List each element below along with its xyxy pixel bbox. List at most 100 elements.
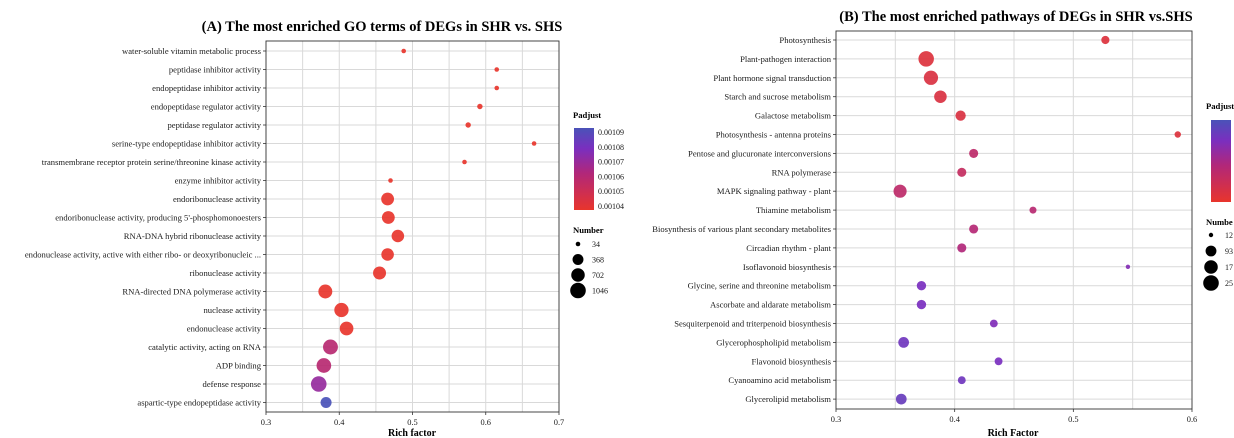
category-label: transmembrane receptor protein serine/th… bbox=[42, 157, 262, 167]
panel-a-title: (A) The most enriched GO terms of DEGs i… bbox=[202, 19, 563, 35]
category-label: endonuclease activity, active with eithe… bbox=[25, 250, 261, 260]
size-legend-circle bbox=[575, 241, 581, 247]
data-point bbox=[310, 376, 327, 392]
data-point bbox=[381, 211, 395, 224]
category-label: peptidase inhibitor activity bbox=[169, 65, 262, 75]
panel-a-size-legend-title: Number bbox=[573, 225, 604, 235]
size-legend-label: 93 bbox=[1225, 247, 1233, 256]
data-point bbox=[923, 70, 939, 85]
category-label: nuclease activity bbox=[203, 305, 261, 315]
category-label: Glycerophospholipid metabolism bbox=[716, 337, 831, 347]
panel-a-x-axis-title: Rich factor bbox=[388, 428, 437, 438]
panel-b-size-legend: 12 93 17 25 bbox=[1203, 231, 1233, 291]
data-point bbox=[381, 192, 395, 206]
data-point bbox=[401, 48, 407, 54]
panel-b-colorbar bbox=[1211, 120, 1231, 202]
x-tick-label: 0.6 bbox=[1187, 415, 1197, 424]
panel-b-size-legend-title: Numbe bbox=[1206, 217, 1233, 227]
data-point bbox=[323, 339, 338, 355]
data-point bbox=[969, 224, 979, 234]
size-legend-label: 17 bbox=[1225, 263, 1233, 272]
x-tick-label: 0.4 bbox=[949, 415, 960, 424]
category-label: Plant hormone signal transduction bbox=[713, 73, 831, 83]
data-point bbox=[969, 148, 979, 158]
panel-b-color-legend-title: Padjust bbox=[1206, 101, 1234, 111]
category-label: ADP binding bbox=[216, 361, 262, 371]
size-legend-label: 368 bbox=[592, 256, 604, 265]
data-point bbox=[381, 248, 394, 261]
panel-a-size-legend: 34 368 702 1046 bbox=[570, 240, 608, 299]
data-point bbox=[1029, 206, 1037, 214]
data-point bbox=[989, 319, 998, 328]
category-label: MAPK signaling pathway - plant bbox=[717, 186, 832, 196]
x-tick-label: 0.3 bbox=[831, 415, 841, 424]
category-label: Photosynthesis - antenna proteins bbox=[716, 130, 832, 140]
data-point bbox=[934, 90, 947, 103]
category-label: Plant-pathogen interaction bbox=[740, 54, 832, 64]
category-label: ribonuclease activity bbox=[190, 268, 262, 278]
data-point bbox=[918, 51, 934, 67]
data-point bbox=[334, 302, 349, 318]
category-label: endopeptidase inhibitor activity bbox=[152, 83, 262, 93]
data-point bbox=[462, 159, 467, 165]
panel-a-grid bbox=[265, 41, 560, 412]
panel-b-plot-frame bbox=[835, 30, 1193, 410]
size-legend-circle bbox=[1203, 275, 1219, 291]
category-label: Ascorbate and aldarate metabolism bbox=[710, 300, 831, 310]
panel-a-x-ticks: 0.3 0.4 0.5 0.6 0.7 bbox=[261, 412, 564, 427]
panel-b: (B) The most enriched pathways of DEGs i… bbox=[652, 9, 1234, 438]
category-label: Biosynthesis of various plant secondary … bbox=[652, 224, 831, 234]
category-label: Starch and sucrose metabolism bbox=[724, 92, 831, 102]
data-point bbox=[320, 396, 332, 409]
category-label: defense response bbox=[203, 379, 262, 389]
data-point bbox=[494, 67, 500, 72]
panel-a-points bbox=[310, 48, 537, 409]
size-legend-label: 12 bbox=[1225, 231, 1233, 240]
category-label: Circadian rhythm - plant bbox=[746, 243, 831, 253]
category-label: RNA-DNA hybrid ribonuclease activity bbox=[124, 231, 262, 241]
data-point bbox=[955, 110, 966, 121]
category-label: Isoflavonoid biosynthesis bbox=[743, 262, 832, 272]
data-point bbox=[895, 393, 907, 405]
size-legend-circle bbox=[570, 282, 586, 299]
panel-a-colorbar-labels: 0.00109 0.00108 0.00107 0.00106 0.00105 0.001… bbox=[594, 128, 624, 211]
category-label: endopeptidase regulator activity bbox=[151, 102, 262, 112]
panel-b-points bbox=[893, 35, 1181, 405]
size-legend-circle bbox=[1204, 260, 1218, 274]
size-legend-label: 34 bbox=[592, 240, 600, 249]
x-tick-label: 0.5 bbox=[1068, 415, 1078, 424]
panel-a-legend: Padjust 0.001090.001080.001070.001060.00… bbox=[570, 110, 624, 299]
data-point bbox=[1101, 35, 1110, 45]
colorbar-label: 0.00104 bbox=[598, 202, 624, 211]
size-legend-label: 25 bbox=[1225, 279, 1233, 288]
category-label: endoribonuclease activity bbox=[173, 194, 262, 204]
category-label: catalytic activity, acting on RNA bbox=[148, 342, 262, 352]
panel-b-x-axis-title: Rich Factor bbox=[988, 428, 1039, 438]
category-label: Sesquiterpenoid and triterpenoid biosynt… bbox=[674, 319, 831, 329]
data-point bbox=[531, 141, 537, 146]
panel-b-grid bbox=[835, 31, 1193, 409]
data-point bbox=[494, 85, 500, 91]
data-point bbox=[318, 284, 333, 299]
panel-b-category-labels: Photosynthesis Plant-pathogen interaction… bbox=[652, 35, 836, 404]
x-tick-label: 0.5 bbox=[407, 418, 417, 427]
data-point bbox=[465, 122, 471, 128]
data-point bbox=[893, 184, 907, 198]
data-point bbox=[916, 299, 927, 310]
data-point bbox=[391, 229, 405, 243]
size-legend-label: 1046 bbox=[592, 287, 608, 296]
size-legend-circle bbox=[572, 254, 584, 265]
data-point bbox=[957, 243, 967, 253]
data-point bbox=[339, 321, 354, 336]
size-legend-label: 702 bbox=[592, 271, 604, 280]
x-tick-label: 0.3 bbox=[261, 418, 271, 427]
colorbar-label: 0.00109 bbox=[598, 128, 624, 137]
category-label: endonuclease activity bbox=[187, 324, 262, 334]
data-point bbox=[373, 266, 387, 280]
panel-a-color-legend-title: Padjust bbox=[573, 110, 601, 120]
category-label: serine-type endopeptidase inhibitor acti… bbox=[112, 139, 262, 149]
category-label: enzyme inhibitor activity bbox=[175, 176, 262, 186]
category-label: Glycerolipid metabolism bbox=[745, 394, 831, 404]
category-label: peptidase regulator activity bbox=[167, 120, 261, 130]
